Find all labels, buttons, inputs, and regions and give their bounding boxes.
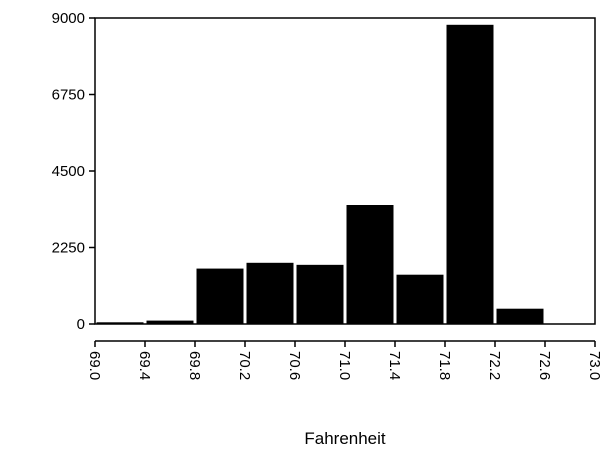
x-tick-label-9: 72.6 (536, 351, 553, 380)
y-tick-label-0: 0 (77, 316, 85, 333)
bar-8 (496, 308, 544, 324)
bar-7 (446, 24, 494, 325)
x-tick-label-2: 69.8 (186, 351, 203, 380)
bar-6 (396, 274, 444, 324)
bar-0 (96, 322, 144, 324)
y-axis: 0 2250 4500 6750 9000 (52, 10, 95, 333)
y-tick-label-2: 4500 (52, 163, 85, 180)
bars-layer (96, 24, 544, 325)
y-tick-label-4: 9000 (52, 10, 85, 27)
bar-3 (246, 262, 294, 324)
bar-2 (196, 268, 244, 324)
x-tick-label-7: 71.8 (436, 351, 453, 380)
bar-5 (346, 205, 394, 324)
x-tick-label-8: 72.2 (486, 351, 503, 380)
x-tick-label-5: 71.0 (336, 351, 353, 380)
bar-4 (296, 264, 344, 324)
x-tick-label-3: 70.2 (236, 351, 253, 380)
x-axis: 69.0 69.4 69.8 70.2 70.6 71.0 71.4 71.8 72.2 72.6… (86, 340, 603, 380)
x-tick-label-0: 69.0 (86, 351, 103, 380)
x-axis-title: Fahrenheit (304, 429, 386, 448)
y-tick-label-1: 2250 (52, 240, 85, 257)
x-tick-label-6: 71.4 (386, 351, 403, 380)
y-tick-label-3: 6750 (52, 87, 85, 104)
x-tick-label-10: 73.0 (586, 351, 603, 380)
plot-frame (94, 17, 596, 325)
x-tick-label-4: 70.6 (286, 351, 303, 380)
bar-1 (146, 320, 194, 324)
x-tick-label-1: 69.4 (136, 351, 153, 380)
